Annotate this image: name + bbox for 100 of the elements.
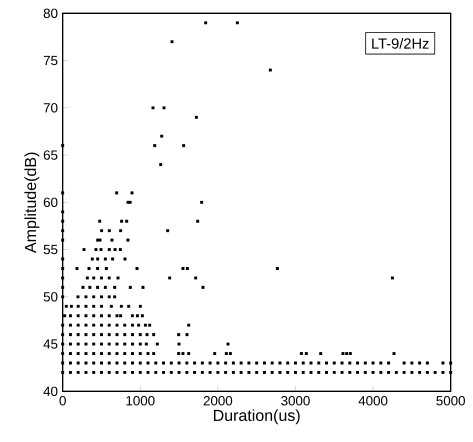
point <box>123 333 126 336</box>
point <box>410 370 414 374</box>
point <box>228 352 232 356</box>
point <box>84 342 88 346</box>
y-tick-label: 65 <box>44 150 58 160</box>
point <box>116 333 118 336</box>
point <box>224 362 228 364</box>
point <box>387 362 390 364</box>
point <box>310 370 312 374</box>
point <box>160 134 164 138</box>
point <box>340 370 344 374</box>
point <box>124 258 126 261</box>
point <box>356 370 360 374</box>
point <box>108 248 111 252</box>
point <box>84 314 88 318</box>
point <box>98 238 102 242</box>
point <box>110 238 114 242</box>
point <box>216 370 220 374</box>
point <box>130 314 134 318</box>
point <box>224 370 228 374</box>
point <box>278 362 282 364</box>
point <box>84 304 88 308</box>
point <box>76 352 80 356</box>
point <box>138 333 142 336</box>
point <box>325 362 328 364</box>
point <box>178 342 180 346</box>
point <box>108 352 111 356</box>
point <box>104 258 107 261</box>
point <box>418 362 422 364</box>
x-tick-label: 4000 <box>358 396 388 406</box>
point <box>345 352 348 356</box>
point <box>100 370 103 374</box>
point <box>262 362 266 364</box>
point <box>166 229 170 232</box>
point <box>196 220 200 223</box>
point <box>140 314 144 318</box>
point <box>116 324 118 327</box>
point <box>128 286 132 289</box>
point <box>340 362 344 364</box>
point <box>341 352 344 356</box>
point <box>394 370 398 374</box>
point <box>84 324 88 327</box>
point <box>348 352 352 356</box>
point <box>170 362 173 364</box>
point <box>116 370 118 374</box>
point <box>286 370 290 374</box>
point <box>181 352 184 356</box>
point <box>100 248 102 252</box>
point <box>187 352 190 356</box>
point <box>123 370 126 374</box>
point <box>200 370 204 374</box>
point <box>68 370 72 374</box>
point <box>138 362 142 364</box>
point <box>247 362 250 364</box>
point <box>348 370 352 374</box>
point <box>68 352 72 356</box>
point <box>213 352 216 356</box>
point <box>131 362 134 364</box>
point <box>116 342 118 346</box>
point <box>154 370 158 374</box>
point <box>100 276 103 280</box>
point <box>110 304 113 308</box>
x-tick-label: 2000 <box>204 396 232 406</box>
point <box>146 352 150 356</box>
y-tick-label: 80 <box>44 8 58 18</box>
point <box>104 286 107 289</box>
annotation: LT-9/2Hz <box>372 38 429 49</box>
point <box>108 295 111 298</box>
point <box>372 370 375 374</box>
point <box>88 286 92 289</box>
point <box>76 342 80 346</box>
x-tick-label: 5000 <box>436 396 465 406</box>
point <box>193 362 196 364</box>
point <box>126 238 130 242</box>
point <box>434 370 437 374</box>
point <box>441 370 444 374</box>
point <box>146 333 148 336</box>
point <box>61 342 64 346</box>
point <box>82 248 86 252</box>
point <box>92 362 96 364</box>
point <box>162 106 166 110</box>
y-tick-label: 50 <box>44 292 58 302</box>
point <box>402 362 406 364</box>
point <box>96 286 100 289</box>
point <box>262 370 266 374</box>
point <box>392 352 396 356</box>
y-tick-label: 75 <box>44 56 58 66</box>
point <box>115 191 118 194</box>
point <box>449 362 452 364</box>
point <box>100 324 103 327</box>
point <box>178 362 181 364</box>
point <box>236 21 239 24</box>
point <box>104 267 108 270</box>
point <box>224 352 228 356</box>
point <box>144 342 148 346</box>
point <box>410 362 414 364</box>
point <box>125 220 128 223</box>
point <box>113 295 116 298</box>
point <box>418 370 422 374</box>
point <box>186 333 188 336</box>
